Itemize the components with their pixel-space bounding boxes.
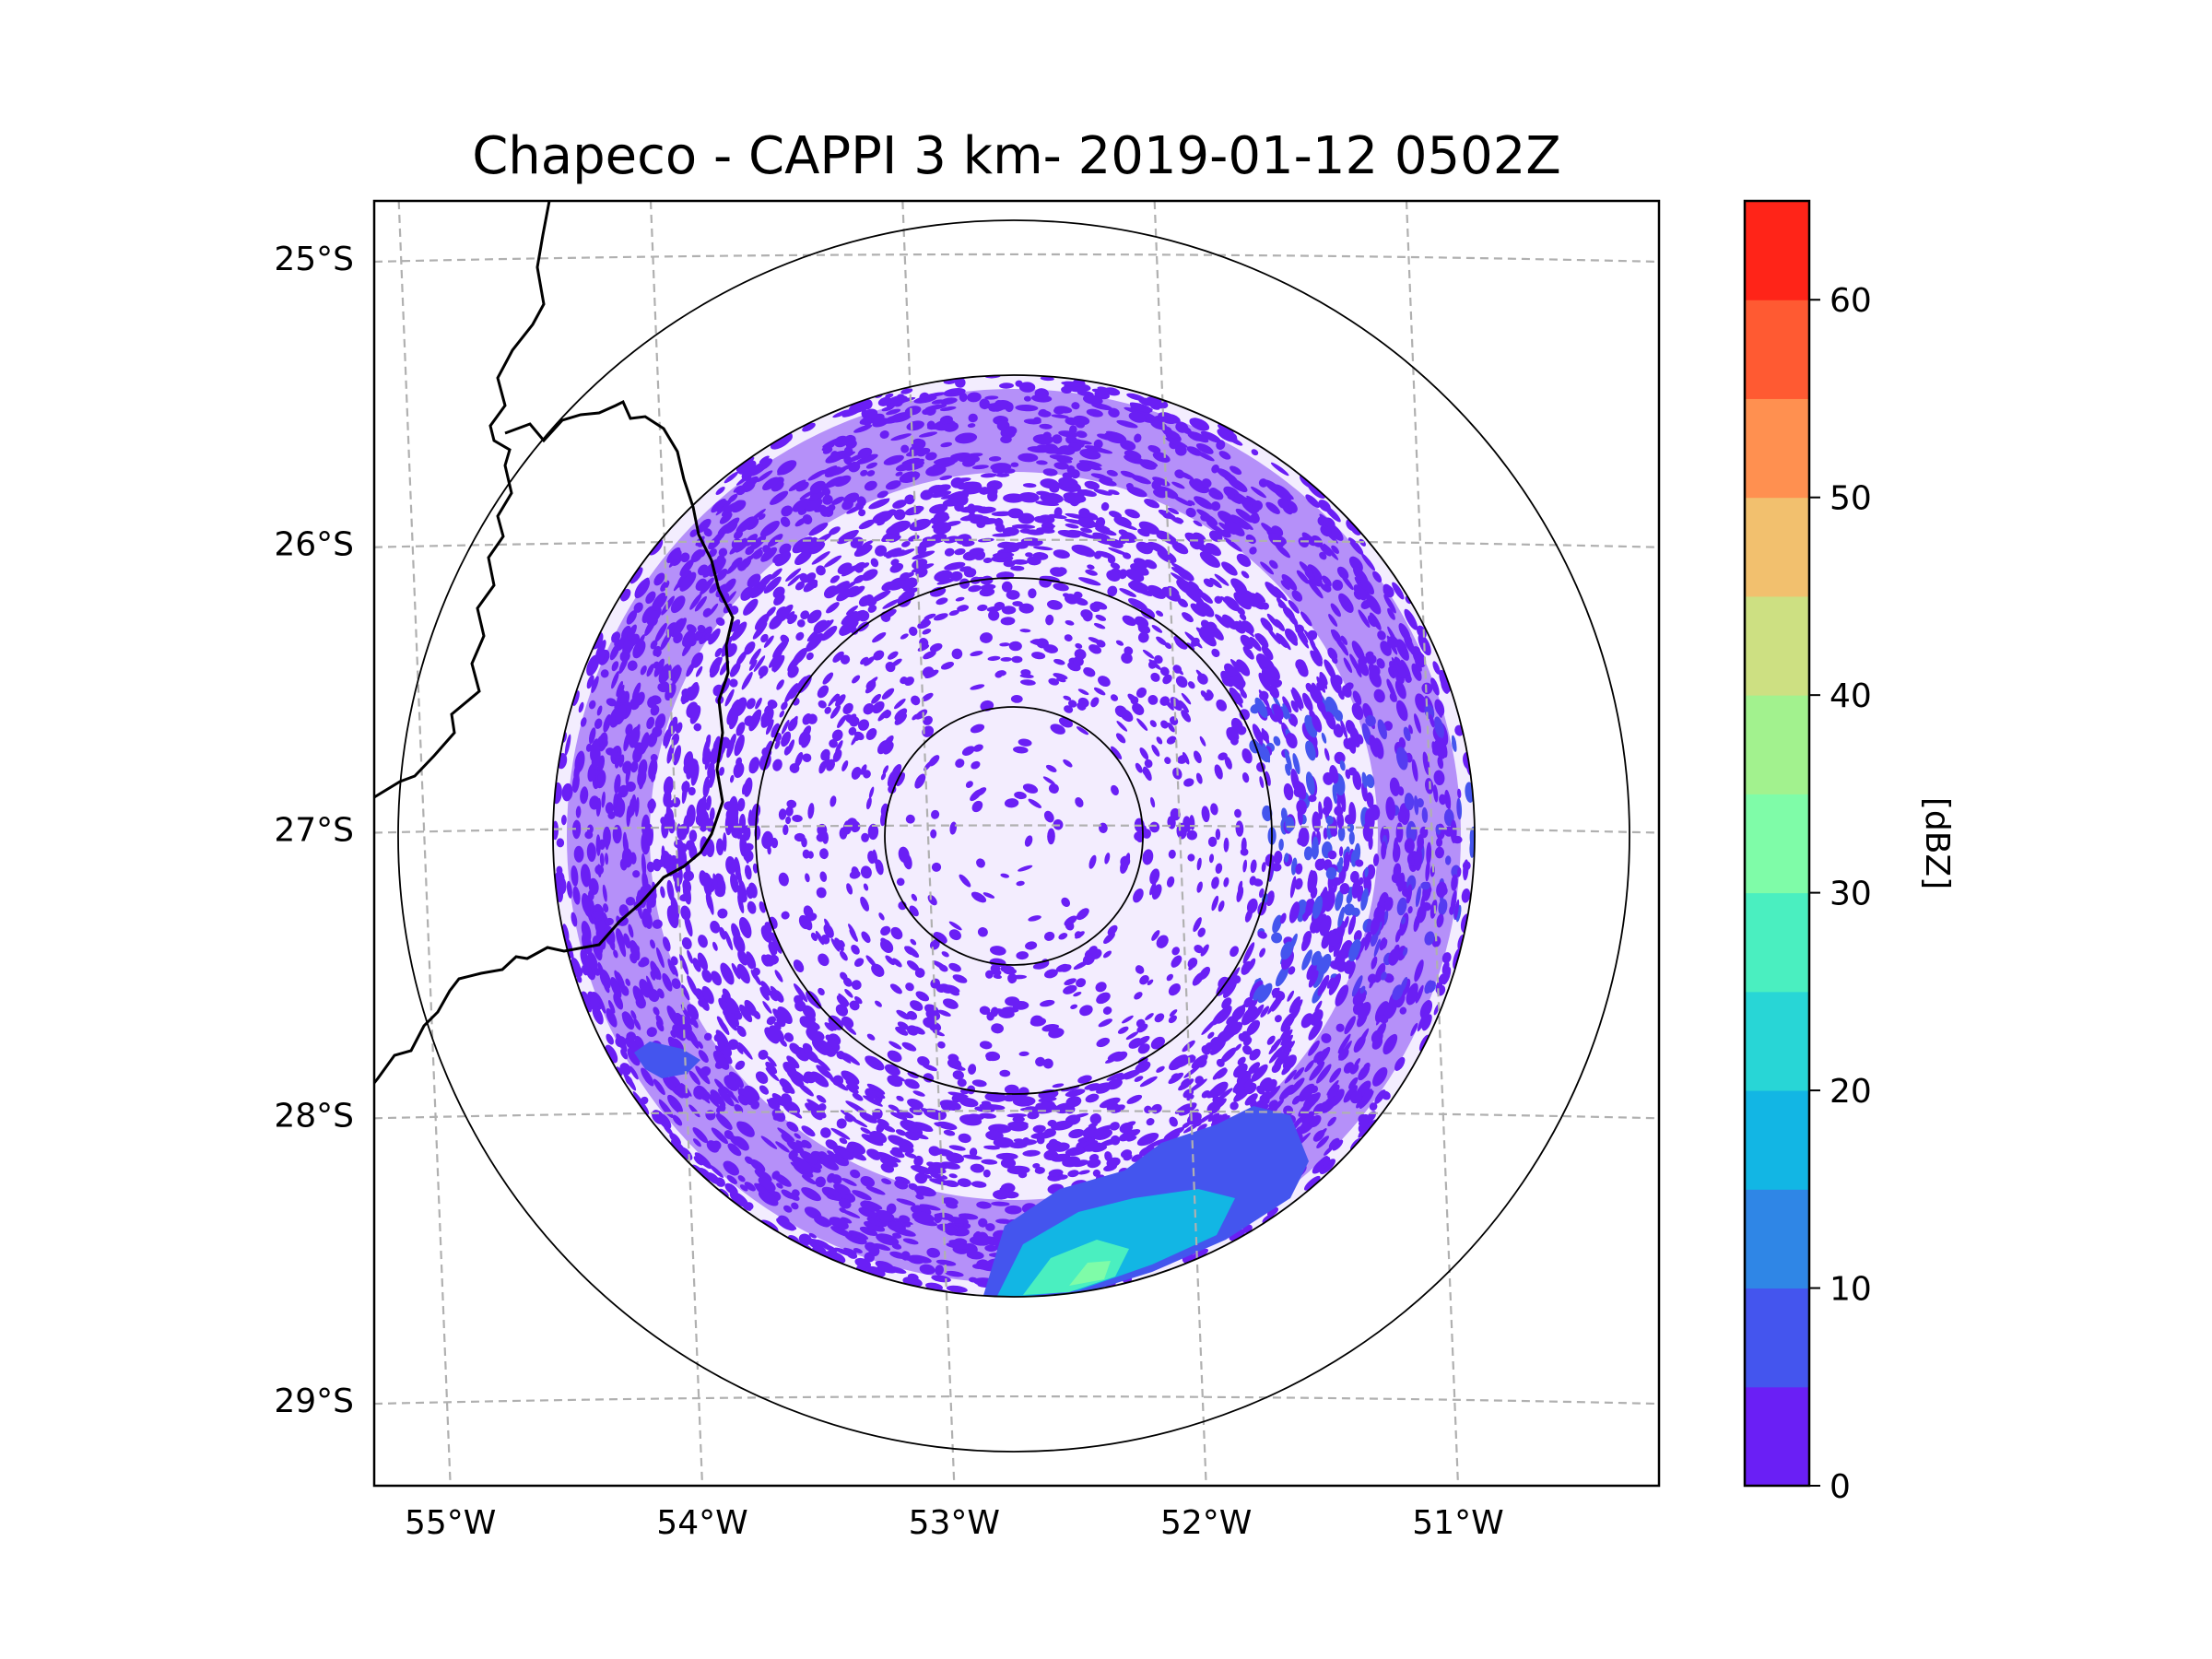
range-rings [397, 219, 1630, 1453]
colorbar-tick-label-4: 40 [1830, 677, 1872, 715]
colorbar-band-11 [1745, 300, 1809, 399]
colorbar-band-12 [1745, 201, 1809, 300]
y-axis-tick-labels: 25°S 26°S 27°S 28°S 29°S [274, 241, 354, 1420]
meridian-0 [397, 201, 452, 1486]
x-tick-label-4: 51°W [1412, 1504, 1503, 1542]
x-tick-label-3: 52°W [1160, 1504, 1252, 1542]
rain-core-inner [1023, 1240, 1129, 1295]
colorbar-band-2 [1745, 1189, 1809, 1289]
plot-frame [372, 199, 1661, 1488]
colorbar-frame [1743, 199, 1811, 1488]
parallel-0 [374, 253, 1659, 264]
x-tick-label-1: 54°W [656, 1504, 747, 1542]
colorbar-tick-label-5: 50 [1830, 480, 1872, 518]
reflectivity-field [553, 375, 1475, 1297]
colorbar-band-1 [1745, 1288, 1809, 1388]
colorbar-tick-label-1: 10 [1830, 1271, 1872, 1309]
colorbar: 0 10 20 30 40 50 60 [dBZ] [1743, 199, 1956, 1506]
y-tick-label-3: 28°S [274, 1097, 354, 1135]
parallel-3 [374, 1110, 1659, 1120]
colorbar-band-9 [1745, 497, 1809, 597]
y-tick-label-0: 25°S [274, 241, 354, 278]
colorbar-band-6 [1745, 794, 1809, 894]
meridian-3 [1153, 201, 1207, 1486]
range-ring-100km [755, 577, 1273, 1095]
rain-core [634, 1041, 1309, 1297]
chart-title: Chapeco - CAPPI 3 km- 2019-01-12 0502Z [472, 126, 1561, 186]
colorbar-tick-label-3: 30 [1830, 876, 1872, 913]
colorbar-band-5 [1745, 892, 1809, 993]
parallel-1 [374, 538, 1659, 548]
border-misiones [374, 399, 735, 1084]
colorbar-tick-label-0: 0 [1830, 1468, 1851, 1506]
state-borders [374, 201, 735, 1084]
colorbar-ticks: 0 10 20 30 40 50 60 [1809, 282, 1872, 1506]
rain-core-peak [1069, 1261, 1111, 1286]
range-ring-50km [884, 706, 1144, 966]
parallel-2 [374, 824, 1659, 834]
meridian-4 [1405, 201, 1460, 1486]
range-ring-150km [552, 374, 1476, 1298]
plot-area [372, 199, 1661, 1488]
colorbar-bands [1745, 201, 1809, 1487]
y-tick-label-4: 29°S [274, 1382, 354, 1420]
colorbar-label: [dBZ] [1918, 797, 1956, 889]
meridian-2 [901, 201, 956, 1486]
y-tick-label-2: 27°S [274, 812, 354, 850]
colorbar-band-7 [1745, 695, 1809, 794]
parallel-4 [374, 1394, 1659, 1406]
border-paraguay-argentina [374, 201, 551, 799]
colorbar-band-3 [1745, 1090, 1809, 1190]
colorbar-band-10 [1745, 398, 1809, 499]
colorbar-tick-label-6: 60 [1830, 282, 1872, 320]
x-tick-label-0: 55°W [405, 1504, 496, 1542]
x-axis-tick-labels: 55°W 54°W 53°W 52°W 51°W [405, 1504, 1504, 1542]
colorbar-tick-label-2: 20 [1830, 1073, 1872, 1111]
x-tick-label-2: 53°W [909, 1504, 1000, 1542]
range-ring-240km [397, 219, 1630, 1453]
graticule [374, 201, 1659, 1486]
colorbar-band-8 [1745, 595, 1809, 696]
colorbar-band-4 [1745, 991, 1809, 1091]
colorbar-band-0 [1745, 1386, 1809, 1487]
meridian-1 [649, 201, 704, 1486]
y-tick-label-1: 26°S [274, 526, 354, 564]
